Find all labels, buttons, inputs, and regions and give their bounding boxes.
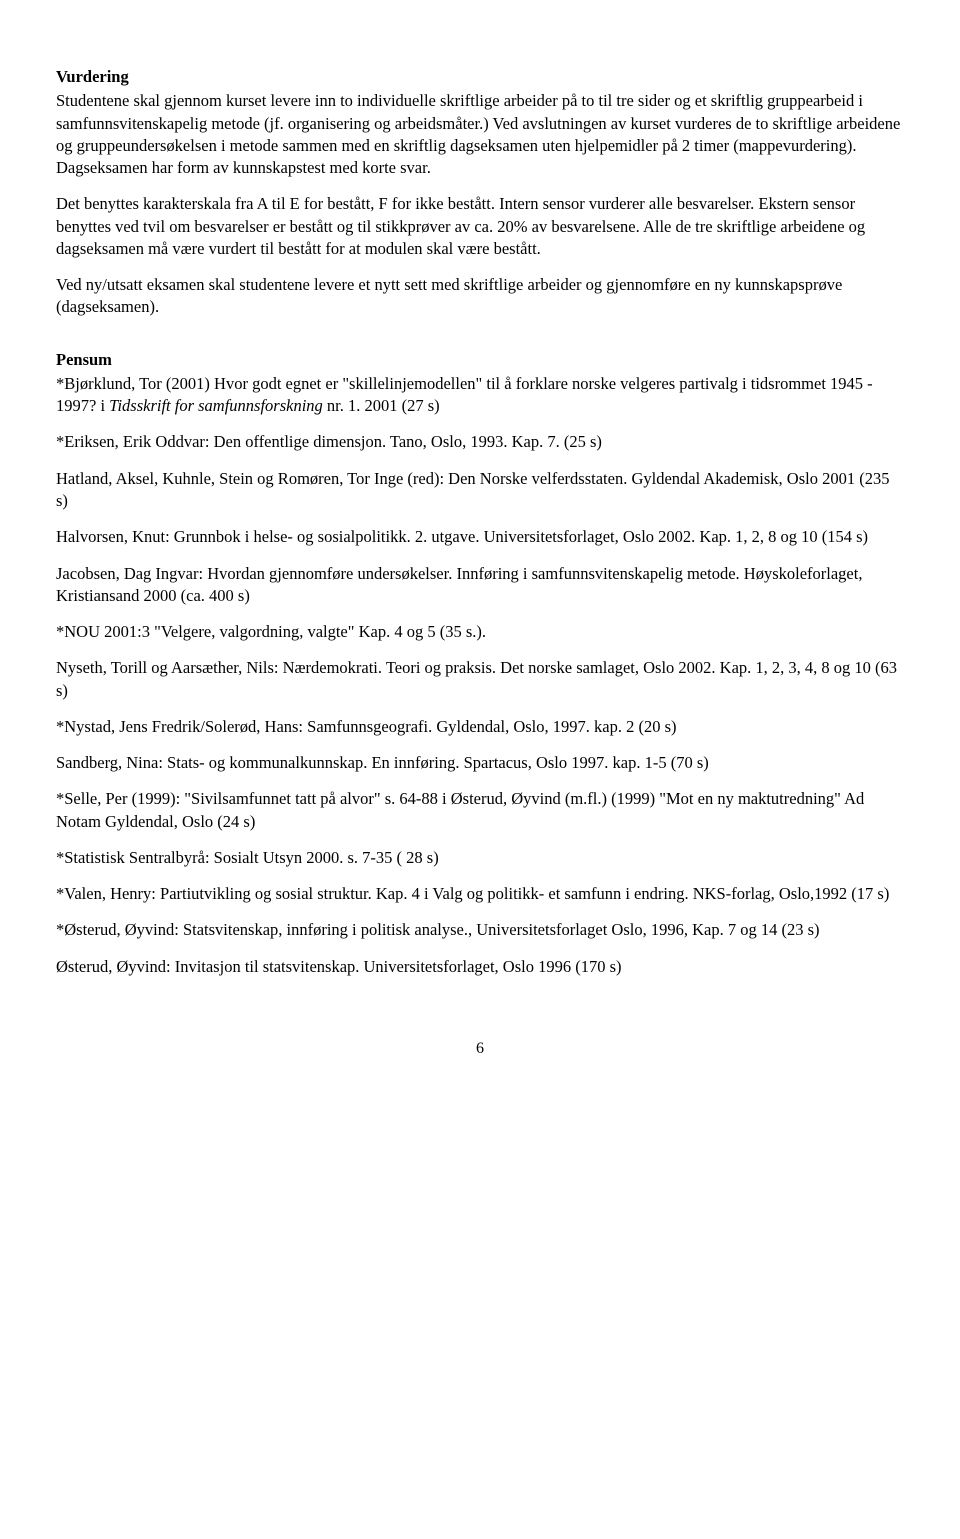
vurdering-p1: Studentene skal gjennom kurset levere in… [56,90,904,179]
pensum-entry-2: *Eriksen, Erik Oddvar: Den offentlige di… [56,431,904,453]
pensum-entry-5: Jacobsen, Dag Ingvar: Hvordan gjennomfør… [56,563,904,608]
vurdering-p3: Ved ny/utsatt eksamen skal studentene le… [56,274,904,319]
pensum-entry-4: Halvorsen, Knut: Grunnbok i helse- og so… [56,526,904,548]
pensum-entry-14: Østerud, Øyvind: Invitasjon til statsvit… [56,956,904,978]
pensum-entry-12: *Valen, Henry: Partiutvikling og sosial … [56,883,904,905]
pensum-entry-7: Nyseth, Torill og Aarsæther, Nils: Nærde… [56,657,904,702]
pensum-entry-1: *Bjørklund, Tor (2001) Hvor godt egnet e… [56,373,904,418]
page-number: 6 [56,1038,904,1060]
pensum-e1-b: nr. 1. 2001 (27 s) [323,396,440,415]
pensum-entry-13: *Østerud, Øyvind: Statsvitenskap, innfør… [56,919,904,941]
pensum-entry-3: Hatland, Aksel, Kuhnle, Stein og Romøren… [56,468,904,513]
vurdering-heading: Vurdering [56,66,904,88]
pensum-entry-9: Sandberg, Nina: Stats- og kommunalkunnsk… [56,752,904,774]
pensum-heading: Pensum [56,349,904,371]
pensum-entry-8: *Nystad, Jens Fredrik/Solerød, Hans: Sam… [56,716,904,738]
pensum-entry-10: *Selle, Per (1999): "Sivilsamfunnet tatt… [56,788,904,833]
pensum-entry-6: *NOU 2001:3 "Velgere, valgordning, valgt… [56,621,904,643]
pensum-e1-italic: Tidsskrift for samfunnsforskning [109,396,323,415]
vurdering-p2: Det benyttes karakterskala fra A til E f… [56,193,904,260]
pensum-entry-11: *Statistisk Sentralbyrå: Sosialt Utsyn 2… [56,847,904,869]
